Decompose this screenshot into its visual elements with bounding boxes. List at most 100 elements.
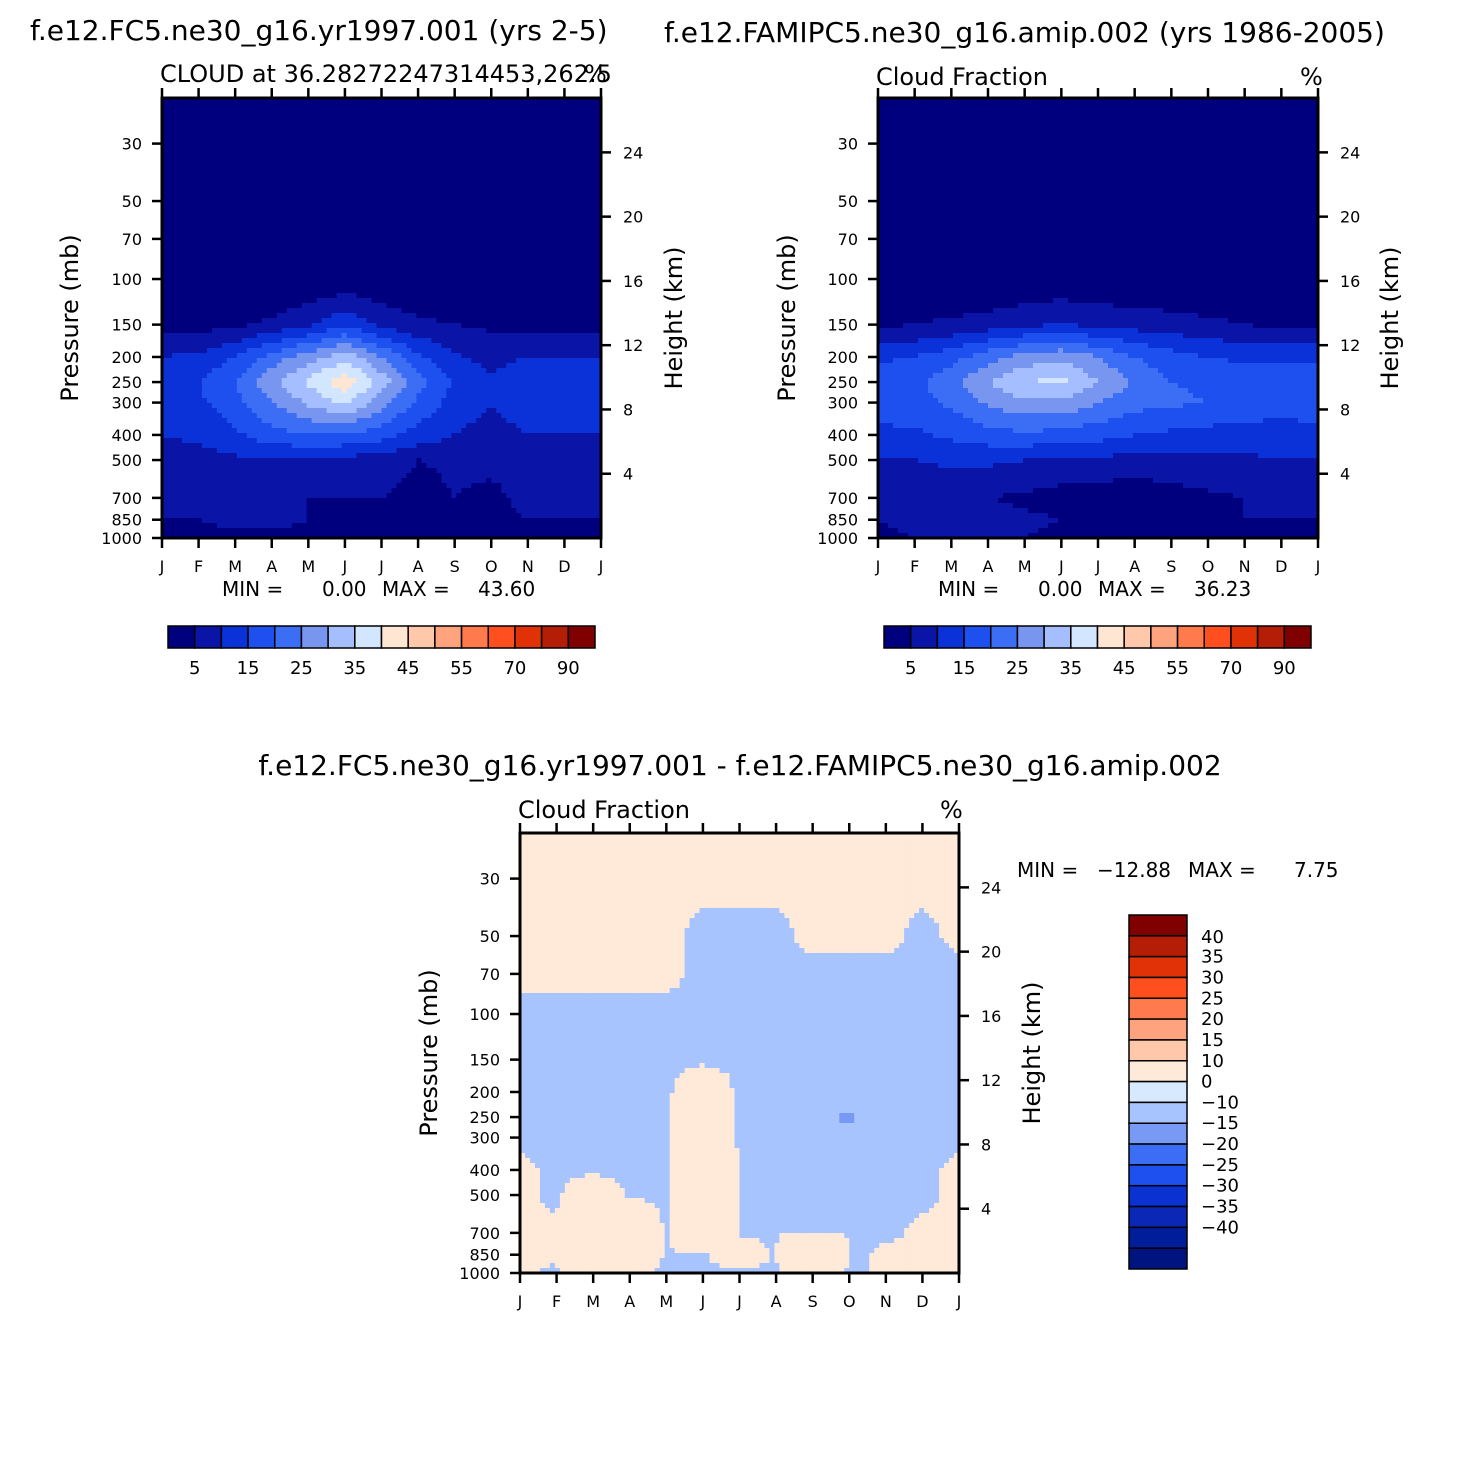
contour-cell	[421, 103, 427, 109]
panel-1-contour-fill	[162, 98, 602, 539]
contour-cell	[476, 123, 482, 129]
contour-cell	[501, 123, 507, 129]
contour-cell	[177, 113, 183, 119]
contour-cell	[551, 123, 557, 129]
contour-cell	[272, 173, 278, 179]
contour-cell	[277, 138, 283, 144]
contour-cell	[586, 178, 592, 184]
contour-cell	[416, 113, 422, 119]
contour-cell	[237, 103, 243, 109]
contour-cell	[222, 188, 228, 194]
contour-cell	[471, 193, 477, 199]
contour-cell	[232, 158, 238, 164]
contour-cell	[496, 103, 502, 109]
contour-cell	[372, 153, 378, 159]
contour-cell	[441, 198, 447, 204]
contour-cell	[367, 208, 373, 214]
contour-cell	[581, 118, 587, 124]
contour-cell	[461, 113, 467, 119]
contour-cell	[212, 178, 218, 184]
contour-cell	[372, 118, 378, 124]
contour-cell	[476, 138, 482, 144]
contour-cell	[332, 108, 338, 114]
contour-cell	[506, 143, 512, 149]
contour-cell	[177, 193, 183, 199]
contour-cell	[312, 188, 318, 194]
contour-cell	[521, 103, 527, 109]
contour-cell	[431, 163, 437, 169]
contour-cell	[272, 193, 278, 199]
contour-cell	[227, 133, 233, 139]
contour-cell	[431, 198, 437, 204]
contour-cell	[222, 168, 228, 174]
contour-cell	[536, 178, 542, 184]
contour-cell	[436, 163, 442, 169]
contour-cell	[501, 148, 507, 154]
contour-cell	[546, 203, 552, 209]
contour-cell	[591, 198, 597, 204]
contour-cell	[486, 113, 492, 119]
contour-cell	[282, 138, 288, 144]
contour-cell	[451, 148, 457, 154]
contour-cell	[411, 133, 417, 139]
contour-cell	[496, 158, 502, 164]
contour-cell	[501, 163, 507, 169]
contour-cell	[347, 138, 353, 144]
contour-cell	[247, 213, 253, 219]
contour-cell	[212, 133, 218, 139]
contour-cell	[391, 208, 397, 214]
contour-cell	[242, 213, 248, 219]
contour-cell	[192, 193, 198, 199]
contour-cell	[561, 188, 567, 194]
contour-cell	[212, 163, 218, 169]
contour-cell	[192, 173, 198, 179]
contour-cell	[416, 118, 422, 124]
contour-cell	[491, 118, 497, 124]
contour-cell	[466, 138, 472, 144]
contour-cell	[262, 213, 268, 219]
contour-cell	[277, 113, 283, 119]
contour-cell	[466, 183, 472, 189]
contour-cell	[566, 133, 572, 139]
contour-cell	[521, 198, 527, 204]
contour-cell	[516, 178, 522, 184]
contour-cell	[576, 133, 582, 139]
contour-cell	[406, 133, 412, 139]
contour-cell	[441, 203, 447, 209]
contour-cell	[506, 188, 512, 194]
contour-cell	[212, 128, 218, 134]
contour-cell	[391, 123, 397, 129]
contour-cell	[357, 178, 363, 184]
contour-cell	[212, 123, 218, 129]
contour-cell	[222, 113, 228, 119]
contour-cell	[411, 158, 417, 164]
contour-cell	[506, 148, 512, 154]
contour-cell	[491, 173, 497, 179]
contour-cell	[426, 133, 432, 139]
contour-cell	[177, 108, 183, 114]
contour-cell	[576, 203, 582, 209]
contour-cell	[446, 113, 452, 119]
contour-cell	[292, 118, 298, 124]
contour-cell	[182, 188, 188, 194]
contour-cell	[591, 113, 597, 119]
contour-cell	[461, 208, 467, 214]
contour-cell	[416, 148, 422, 154]
contour-cell	[541, 178, 547, 184]
contour-cell	[307, 128, 313, 134]
contour-cell	[312, 118, 318, 124]
contour-cell	[501, 153, 507, 159]
contour-cell	[367, 103, 373, 109]
contour-cell	[581, 143, 587, 149]
contour-cell	[322, 108, 328, 114]
contour-cell	[471, 173, 477, 179]
contour-cell	[391, 103, 397, 109]
contour-cell	[337, 158, 343, 164]
contour-cell	[526, 133, 532, 139]
contour-cell	[446, 103, 452, 109]
contour-cell	[446, 178, 452, 184]
contour-cell	[501, 133, 507, 139]
contour-cell	[441, 123, 447, 129]
contour-cell	[391, 178, 397, 184]
contour-cell	[496, 183, 502, 189]
